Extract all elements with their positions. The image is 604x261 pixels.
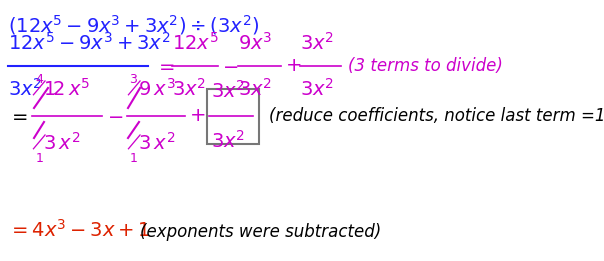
Text: $3x^2$: $3x^2$ <box>211 80 245 102</box>
Text: (reduce coefficients, notice last term =1): (reduce coefficients, notice last term =… <box>269 107 604 125</box>
Bar <box>207 89 259 144</box>
Text: $1$: $1$ <box>129 152 138 165</box>
Text: $3x^2$: $3x^2$ <box>300 78 334 100</box>
Text: $= 4x^3-3x+1$: $= 4x^3-3x+1$ <box>8 219 150 241</box>
Text: $1$: $1$ <box>35 152 43 165</box>
Text: $3x^2$: $3x^2$ <box>238 78 272 100</box>
Text: $3x^2$: $3x^2$ <box>300 32 334 54</box>
Text: $9x^3$: $9x^3$ <box>238 32 272 54</box>
Text: $3x^2$: $3x^2$ <box>8 78 42 100</box>
Text: $12x^5$: $12x^5$ <box>172 32 219 54</box>
Text: $\not\!3\,x^2$: $\not\!3\,x^2$ <box>127 132 176 154</box>
Text: $4$: $4$ <box>35 73 44 86</box>
Text: (exponents were subtracted): (exponents were subtracted) <box>140 223 381 241</box>
Text: $-$: $-$ <box>107 107 123 125</box>
Text: $\not\!1\!2\,x^5$: $\not\!1\!2\,x^5$ <box>32 78 90 100</box>
Text: $=$: $=$ <box>8 107 28 125</box>
Text: $3x^2$: $3x^2$ <box>172 78 206 100</box>
Text: (3 terms to divide): (3 terms to divide) <box>348 57 503 75</box>
Text: $\not\!9\,x^3$: $\not\!9\,x^3$ <box>127 78 176 100</box>
Text: $(12x^5-9x^3+3x^2)\div(3x^2)$: $(12x^5-9x^3+3x^2)\div(3x^2)$ <box>8 13 259 37</box>
Text: $=$: $=$ <box>155 57 175 75</box>
Text: $\not\!3\,x^2$: $\not\!3\,x^2$ <box>32 132 80 154</box>
Text: $3x^2$: $3x^2$ <box>211 130 245 152</box>
Text: $-$: $-$ <box>222 57 238 75</box>
Text: $12x^5-9x^3+3x^2$: $12x^5-9x^3+3x^2$ <box>8 32 170 54</box>
Text: $3$: $3$ <box>129 73 138 86</box>
Text: $+$: $+$ <box>285 57 301 75</box>
Text: $+$: $+$ <box>189 107 205 125</box>
